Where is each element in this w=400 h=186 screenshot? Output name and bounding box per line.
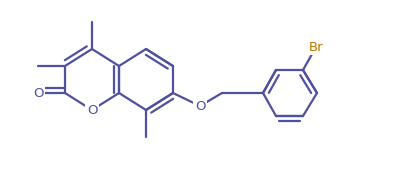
Text: O: O (87, 103, 97, 116)
Text: O: O (195, 100, 205, 113)
Text: Br: Br (309, 41, 323, 54)
Text: O: O (33, 86, 43, 100)
